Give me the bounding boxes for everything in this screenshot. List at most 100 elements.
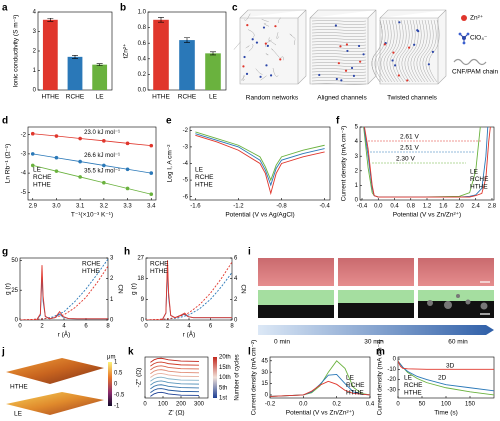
x-tick-label: 0.2 <box>332 402 341 408</box>
y-tick-label: -5 <box>21 190 27 196</box>
point <box>54 134 59 138</box>
panel-label: b <box>120 3 126 14</box>
fiber <box>401 19 413 83</box>
x-tick-label: 0.0 <box>299 402 308 408</box>
line <box>398 360 494 392</box>
fiber <box>419 19 431 83</box>
chart: e -6 -5 -4 -3 -2 -1.6 -1.2 -0.8 -0.4 Log I, A cm⁻²… <box>166 116 330 219</box>
line <box>150 365 200 371</box>
line <box>150 384 200 390</box>
annotation: 35.5 kJ mol⁻¹ <box>84 169 120 175</box>
legend-entry: HTHE <box>404 390 422 397</box>
annotation: 3D <box>446 363 455 370</box>
y-axis-label: tZn²⁺ <box>123 43 130 59</box>
panel-label: e <box>166 116 172 127</box>
legend-entry: RCHE <box>470 176 489 183</box>
fiber <box>240 75 245 81</box>
plot-area <box>146 260 232 320</box>
fiber <box>410 19 422 83</box>
plot-area <box>270 360 370 397</box>
ion <box>431 50 434 53</box>
legend-entry: RCHE <box>150 261 169 268</box>
line <box>195 134 325 196</box>
point <box>102 180 106 185</box>
x-tick-label: 4 <box>62 324 66 330</box>
x-tick-label: 3.3 <box>123 204 132 210</box>
ion <box>255 41 259 44</box>
point <box>30 131 35 136</box>
x-axis-label: r (Å) <box>183 330 196 339</box>
line <box>195 133 325 187</box>
x-tick-label: 2.8 <box>488 204 497 210</box>
fiber <box>244 13 251 21</box>
y-tick-label: 0 <box>265 393 269 399</box>
legend-entry: HTHE <box>470 184 488 191</box>
line <box>363 127 481 198</box>
electrolyte <box>258 290 334 305</box>
legend-entry: HTHE <box>195 182 213 189</box>
y-axis-label: Log I, A cm⁻² <box>167 144 174 183</box>
y-axis-label: Current density (mA cm⁻²) <box>341 126 348 202</box>
fiber <box>311 83 367 85</box>
legend-entry: RCHE <box>346 382 365 389</box>
point <box>54 155 59 160</box>
panel-label: f <box>336 116 340 127</box>
fiber <box>311 71 367 73</box>
y-tick-label: 4 <box>33 10 37 16</box>
panel-label: m <box>376 347 385 358</box>
chart: d -5 -4 -3 -2 2.9 3.0 3.1 3.2 3.3 3.4 Ln Rb⁻¹ (Ω⁻¹)… <box>2 116 157 219</box>
ion <box>352 74 356 77</box>
fiber <box>233 41 241 50</box>
x-tick-label: 1.6 <box>439 204 448 210</box>
cn-line <box>146 272 232 320</box>
fiber <box>311 38 367 40</box>
x-tick-label: 3.2 <box>100 204 109 210</box>
y-tick-label: 0.4 <box>138 56 147 62</box>
fiber <box>269 39 277 46</box>
fiber <box>289 33 296 39</box>
fiber <box>371 19 383 83</box>
y-tick-label: 0 <box>15 318 19 324</box>
y2-axis-label: CN <box>239 284 246 294</box>
fiber <box>311 50 367 52</box>
fiber <box>383 19 395 83</box>
fiber <box>377 19 389 83</box>
x-tick-label: 2 <box>40 324 44 330</box>
line <box>270 380 370 397</box>
legend-entry: LE <box>195 167 204 174</box>
y-tick-label: -5 <box>183 178 189 184</box>
x-tick-label: 2.9 <box>29 204 38 210</box>
x-tick-label: 3.1 <box>76 204 85 210</box>
y2-tick-label: 3 <box>110 256 114 262</box>
image-tile <box>258 258 334 286</box>
colorbar-label: 5th <box>219 385 227 391</box>
ion <box>269 74 273 77</box>
panel-label: j <box>1 347 5 358</box>
fiber <box>271 48 280 58</box>
y-tick-label: -3 <box>21 151 27 157</box>
y-tick-label: -2 <box>183 128 189 134</box>
ion <box>245 72 249 75</box>
fiber <box>374 19 386 83</box>
fiber <box>247 29 255 38</box>
panel-label: l <box>248 347 251 358</box>
error-bar <box>184 37 190 43</box>
y-tick-label: -20 <box>387 377 396 383</box>
line <box>150 391 200 397</box>
cn-line <box>20 258 108 320</box>
x-tick-label: RCHE <box>66 94 85 101</box>
x-tick-label: -0.4 <box>357 204 368 210</box>
error-bar <box>72 54 78 59</box>
ion <box>274 25 277 28</box>
time-arrow <box>258 325 494 335</box>
y-tick-label: 2 <box>355 168 359 174</box>
ion <box>359 60 362 63</box>
y-tick-label: 1 <box>355 183 359 189</box>
y-tick-label: -4 <box>183 161 189 167</box>
y-tick-label: 3 <box>355 154 359 160</box>
colorbar-tick: -1 <box>114 404 120 410</box>
y2-tick-label: 0 <box>110 318 114 324</box>
y-axis-label: -Z'' (Ω) <box>136 368 143 388</box>
